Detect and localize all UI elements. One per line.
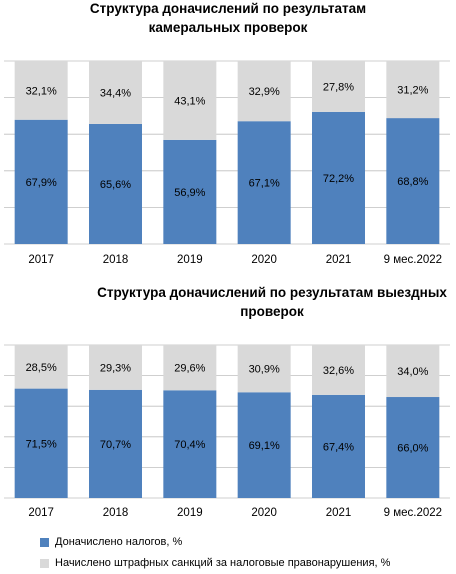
data-label: 32,9%	[249, 86, 280, 98]
bar-segment-penalties	[312, 61, 365, 112]
bar-segment-penalties	[237, 345, 291, 393]
bar-segment-taxes	[89, 389, 142, 498]
x-tick-label: 2020	[251, 254, 277, 266]
data-label: 72,2%	[323, 173, 354, 185]
legend-item-penalties: Начислено штрафных санкций за налоговые …	[40, 557, 390, 569]
legend-label-penalties: Начислено штрафных санкций за налоговые …	[55, 557, 391, 569]
data-label: 70,7%	[100, 439, 131, 451]
legend-item-taxes: Доначислено налогов, %	[40, 536, 182, 548]
data-label: 34,0%	[397, 366, 428, 378]
bar-segment-penalties	[386, 61, 440, 119]
data-label: 71,5%	[26, 438, 57, 450]
bar-segment-taxes	[14, 388, 68, 498]
bar-segment-taxes	[14, 119, 68, 244]
data-label: 70,4%	[174, 439, 205, 451]
x-tick-label: 9 мес.2022	[384, 507, 442, 519]
data-label: 67,4%	[323, 441, 354, 453]
data-label: 32,6%	[323, 365, 354, 377]
x-tick-label: 2017	[28, 254, 54, 266]
bar-segment-taxes	[312, 111, 365, 245]
data-label: 56,9%	[174, 187, 205, 199]
x-tick-label: 9 мес.2022	[384, 254, 442, 266]
x-tick-label: 2018	[103, 507, 129, 519]
data-label: 66,0%	[397, 443, 428, 455]
x-tick-label: 2019	[177, 507, 203, 519]
bar-segment-taxes	[89, 123, 142, 244]
bar-segment-penalties	[237, 61, 291, 122]
data-label: 65,6%	[100, 179, 131, 191]
data-label: 30,9%	[249, 364, 280, 376]
data-label: 29,6%	[174, 363, 205, 375]
bar-segment-penalties	[89, 345, 142, 390]
x-tick-label: 2021	[326, 254, 352, 266]
bar-segment-penalties	[14, 345, 68, 389]
chart1-title-line1: Структура доначислений по результатам	[90, 1, 366, 16]
bar-segment-taxes	[163, 139, 217, 244]
chart2-title-line1: Структура доначислений по результатам вы…	[97, 285, 447, 300]
data-label: 68,8%	[397, 176, 428, 188]
bar-segment-penalties	[163, 61, 217, 140]
data-label: 29,3%	[100, 362, 131, 374]
bar-segment-taxes	[312, 394, 365, 498]
chart2-plot: 71,5% 28,5% 2017 70,7% 29,3% 2018 70,4% 29,6% 20…	[4, 344, 450, 519]
data-label: 28,5%	[26, 362, 57, 374]
data-label: 43,1%	[174, 95, 205, 107]
bar-segment-penalties	[14, 61, 68, 120]
bar-segment-penalties	[163, 345, 217, 391]
bar-segment-taxes	[386, 118, 440, 244]
data-label: 67,1%	[249, 178, 280, 190]
data-label: 32,1%	[26, 85, 57, 97]
bar-segment-penalties	[312, 345, 365, 395]
bar-segment-taxes	[237, 121, 291, 244]
x-tick-label: 2018	[103, 254, 129, 266]
x-tick-label: 2020	[251, 507, 277, 519]
bar-segment-penalties	[89, 61, 142, 124]
data-label: 34,4%	[100, 87, 131, 99]
bar-segment-penalties	[386, 345, 440, 398]
x-tick-label: 2019	[177, 254, 203, 266]
bar-segment-taxes	[163, 390, 217, 498]
bar-segment-taxes	[237, 392, 291, 498]
chart1-title-line2: камеральных проверок	[149, 20, 308, 35]
chart1-plot: 67,9% 32,1% 2017 65,6% 34,4% 2018 56,9% 43,1% 20…	[4, 60, 450, 266]
legend-swatch-penalties	[40, 558, 49, 568]
data-label: 67,9%	[26, 177, 57, 189]
bar-segment-taxes	[386, 397, 440, 498]
data-label: 69,1%	[249, 440, 280, 452]
data-label: 27,8%	[323, 81, 354, 93]
x-tick-label: 2021	[326, 507, 352, 519]
legend-label-taxes: Доначислено налогов, %	[55, 536, 183, 548]
data-label: 31,2%	[397, 85, 428, 97]
x-tick-label: 2017	[28, 507, 54, 519]
chart2-title-line2: проверок	[240, 304, 304, 319]
legend-swatch-taxes	[40, 537, 49, 547]
